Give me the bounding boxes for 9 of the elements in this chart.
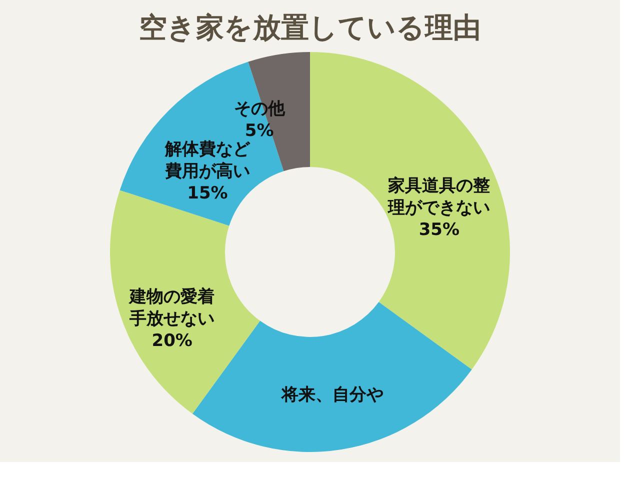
data-label: 15%	[187, 183, 228, 204]
chart-title: 空き家を放置している理由	[139, 11, 481, 44]
slice-label: 建物の愛着手放せない	[128, 286, 215, 329]
slice-label: 解体費など費用が高い	[164, 139, 251, 182]
slice-label: 家具道具の整理ができない	[387, 176, 490, 218]
donut-slice	[310, 52, 510, 370]
data-label: 35%	[418, 220, 460, 240]
data-label: 20%	[152, 330, 192, 351]
slice-label: 将来、自分や	[280, 385, 384, 406]
